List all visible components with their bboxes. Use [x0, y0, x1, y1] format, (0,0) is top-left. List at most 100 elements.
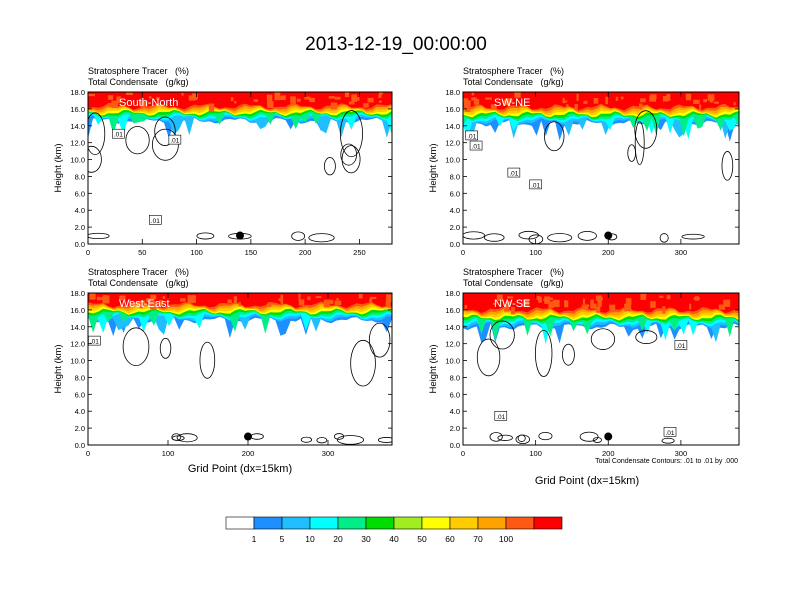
x-tick-label: 300	[675, 248, 688, 257]
tracer-speckle	[188, 95, 196, 101]
y-tick-label: 16.0	[70, 306, 85, 315]
tracer-speckle	[280, 296, 284, 305]
tracer-speckle	[605, 96, 608, 105]
tracer-speckle	[699, 104, 702, 111]
y-tick-label: 16.0	[70, 105, 85, 114]
tracer-speckle	[281, 95, 286, 101]
condensate-contour	[577, 230, 597, 241]
tracer-speckle	[238, 301, 241, 307]
colorbar-swatch	[449, 516, 479, 530]
contour-label: .01	[509, 171, 518, 178]
tracer-speckle	[367, 97, 374, 103]
y-tick-label: 10.0	[70, 156, 85, 165]
tracer-speckle	[694, 296, 699, 301]
tracer-speckle	[547, 297, 553, 301]
plot-frame	[462, 91, 740, 245]
x-tick-label: 0	[461, 248, 465, 257]
tracer-speckle	[111, 100, 119, 108]
tracer-speckle	[378, 92, 383, 95]
tracer-speckle	[296, 98, 301, 102]
tracer-speckle	[304, 96, 311, 100]
y-tick-label: 2.0	[450, 424, 460, 433]
tracer-speckle	[464, 104, 471, 112]
tracer-speckle	[98, 297, 104, 301]
tracer-speckle	[139, 300, 143, 309]
condensate-contour	[592, 437, 602, 443]
tracer-speckle	[620, 96, 624, 100]
condensate-contour	[476, 338, 501, 377]
panel-title-line1: Stratosphere Tracer (%)	[463, 66, 564, 76]
tracer-speckle	[625, 298, 632, 305]
contour-label: .01	[467, 133, 476, 140]
tracer-speckle	[328, 96, 335, 99]
tracer-speckle	[538, 296, 542, 303]
y-tick-label: 6.0	[75, 189, 85, 198]
condensate-contour	[497, 434, 513, 441]
tracer-speckle	[142, 300, 146, 305]
condensate-contour	[590, 328, 616, 350]
condensate-contour	[579, 431, 599, 442]
contour-label-box	[507, 167, 521, 178]
tracer-speckle	[180, 298, 186, 302]
tracer-speckle	[593, 98, 599, 104]
y-tick-label: 6.0	[450, 189, 460, 198]
tracer-speckle	[662, 306, 666, 314]
plot-frame	[87, 91, 393, 245]
x-axis-label-left: Grid Point (dx=15km)	[188, 463, 292, 475]
condensate-contour	[681, 233, 705, 240]
tracer-speckle	[609, 304, 616, 313]
y-tick-label: 6.0	[450, 390, 460, 399]
tracer-speckle	[102, 295, 110, 304]
section-label: SW-NE	[494, 97, 530, 109]
tracer-speckle	[490, 104, 497, 110]
contour-label: .01	[90, 339, 99, 346]
tracer-speckle	[666, 295, 671, 300]
panel-1: .01 .01 .01 South-North Stratosphere Tracer …	[53, 66, 393, 257]
colorbar-swatch	[253, 516, 283, 530]
tracer-speckle	[298, 299, 305, 306]
tracer-speckle	[234, 101, 237, 104]
x-tick-label: 50	[138, 248, 146, 257]
tracer-speckle	[597, 300, 602, 307]
y-axis-label: Height (km)	[428, 344, 439, 393]
contour-label-box	[674, 340, 688, 350]
plot-frame	[462, 292, 740, 446]
plot-frame	[87, 292, 393, 446]
condensate-contour	[336, 435, 365, 445]
tracer-speckle	[334, 96, 341, 100]
tracer-speckle	[596, 306, 600, 313]
y-tick-label: 12.0	[445, 340, 460, 349]
condensate-contour	[300, 436, 313, 443]
tracer-speckle	[351, 94, 357, 102]
section-label: West-East	[119, 298, 170, 310]
tracer-speckle	[188, 296, 194, 304]
tracer-speckle	[581, 304, 589, 310]
condensate-contour	[88, 112, 106, 156]
tracer-speckle	[463, 98, 469, 103]
tracer-speckle	[330, 102, 338, 110]
tracer-speckle	[290, 96, 296, 104]
condensate-contour	[634, 110, 658, 149]
tracer-speckle	[464, 304, 468, 309]
tracer-speckle	[718, 304, 726, 310]
tracer-speckle	[149, 301, 157, 310]
tracer-speckle	[155, 302, 158, 307]
y-axis-label: Height (km)	[53, 344, 64, 393]
colorbar-swatch	[365, 516, 395, 530]
y-tick-label: 2.0	[75, 223, 85, 232]
tracer-speckle	[150, 294, 157, 300]
location-marker	[236, 231, 244, 240]
colorbar-label: 10	[305, 534, 315, 544]
tracer-speckle	[146, 298, 152, 303]
condensate-contour	[659, 233, 669, 243]
tracer-speckle	[233, 296, 238, 305]
tracer-speckle	[583, 100, 588, 104]
condensate-contour	[324, 157, 336, 176]
tracer-speckle	[723, 299, 731, 307]
contour-label-box	[494, 410, 508, 421]
tracer-speckle	[88, 93, 95, 97]
panel-4: .01 .01 .01 NW-SE Stratosphere Tracer (%)Tot…	[428, 267, 740, 458]
y-tick-label: 2.0	[75, 424, 85, 433]
y-tick-label: 4.0	[450, 407, 460, 416]
tracer-speckle	[693, 99, 700, 105]
